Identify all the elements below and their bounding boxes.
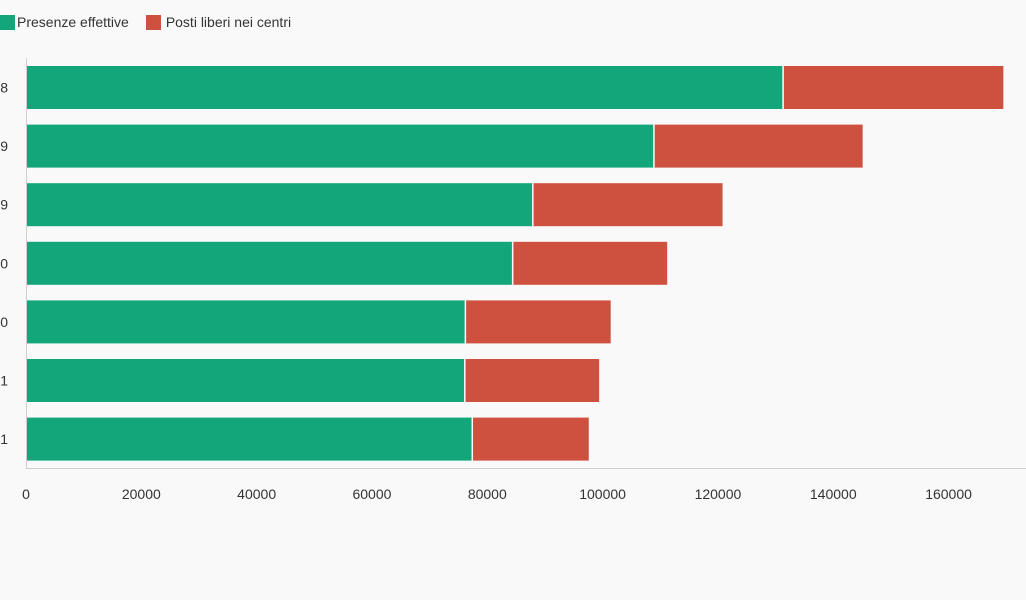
x-tick-label-5: 100000 [579,486,626,502]
x-tick-label-7: 140000 [810,486,857,502]
bar-presenze-5[interactable] [26,359,465,402]
x-tick-label-6: 120000 [695,486,742,502]
legend-item-posti-liberi[interactable]: Posti liberi nei centri [145,14,292,30]
x-tick-label-2: 40000 [237,486,276,502]
y-tick-label-4: 0 [0,314,8,330]
bar-presenze-6[interactable] [26,417,473,461]
bar-presenze-3[interactable] [26,241,513,285]
bar-posti-liberi-1[interactable] [653,124,863,168]
y-tick-label-2: 9 [0,197,8,213]
legend-label-presenze: Presenze effettive [17,14,129,30]
y-tick-label-0: 8 [0,80,8,96]
bar-presenze-2[interactable] [26,183,533,227]
bar-posti-liberi-3[interactable] [512,241,668,285]
bar-presenze-0[interactable] [26,66,784,109]
legend-swatch-posti-liberi [145,14,161,30]
y-tick-label-3: 0 [0,255,8,271]
x-tick-label-3: 60000 [352,486,391,502]
y-tick-label-5: 1 [0,373,8,389]
y-tick-label-1: 9 [0,138,8,154]
bar-presenze-1[interactable] [26,124,654,168]
bar-posti-liberi-0[interactable] [783,66,1004,109]
bar-posti-liberi-6[interactable] [472,417,589,461]
bar-presenze-4[interactable] [26,300,466,344]
bar-posti-liberi-2[interactable] [532,183,723,227]
x-tick-label-0: 0 [22,486,30,502]
labels-group: 8 9 9 0 0 1 1 0 20000 40000 60000 80000 100000 120000… [0,80,972,503]
legend: Presenze effettive Posti liberi nei cent… [0,13,308,31]
y-tick-label-6: 1 [0,431,8,447]
legend-swatch-presenze [0,14,15,30]
x-tick-label-1: 20000 [122,486,161,502]
bar-posti-liberi-4[interactable] [465,300,611,344]
x-tick-label-8: 160000 [925,486,972,502]
bars-group [26,66,1004,461]
bar-posti-liberi-5[interactable] [464,359,600,402]
x-tick-label-4: 80000 [468,486,507,502]
axes-group [26,58,1026,469]
legend-label-posti-liberi: Posti liberi nei centri [165,14,292,30]
legend-item-presenze[interactable]: Presenze effettive [0,14,129,30]
